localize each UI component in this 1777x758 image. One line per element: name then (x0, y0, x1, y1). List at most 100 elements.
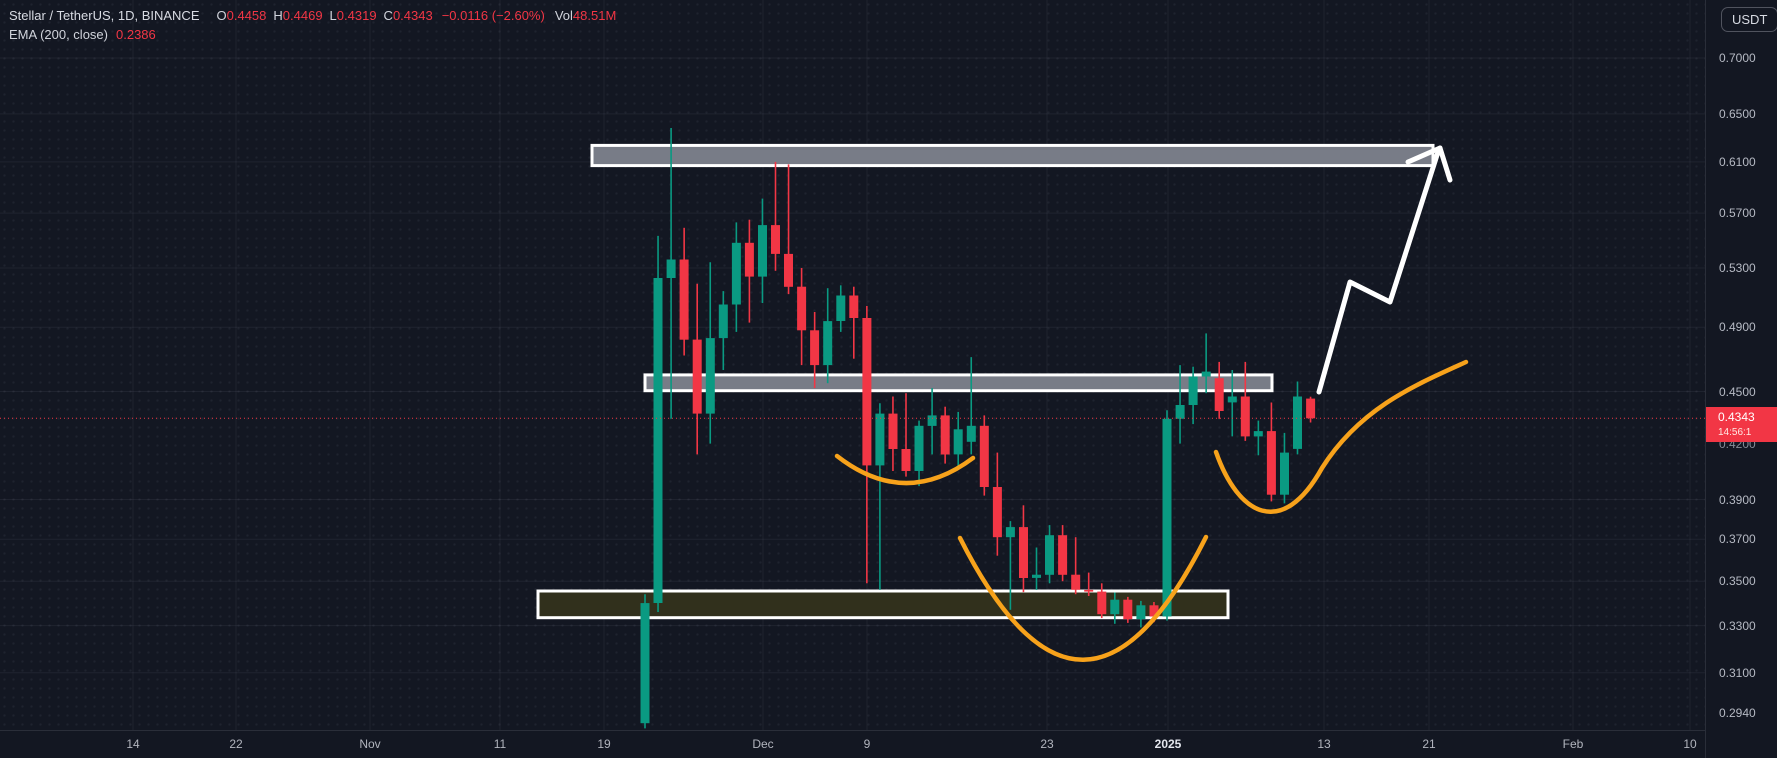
symbol-title[interactable]: Stellar / TetherUS, 1D, BINANCE (9, 8, 200, 23)
legend-row-main: Stellar / TetherUS, 1D, BINANCE O0.4458 H0… (9, 7, 616, 24)
legend-ohlc: O0.4458 H0.4469 L0.4319 C0.4343 (210, 8, 433, 23)
price-tick-label: 0.2940 (1719, 705, 1756, 720)
candle (875, 403, 885, 590)
cup-curve-3[interactable] (1213, 359, 1469, 514)
candle-body (1227, 396, 1237, 403)
candle (718, 291, 728, 370)
arrow-head (1405, 145, 1443, 165)
currency-toggle-button[interactable]: USDT (1721, 7, 1777, 32)
ohlc-letter: C (383, 8, 393, 23)
price-tick-label: 0.6500 (1719, 106, 1756, 121)
candle-body (1005, 527, 1015, 538)
candle-body (1019, 527, 1028, 578)
candle-body (927, 415, 937, 426)
price-tick-label: 0.3500 (1719, 574, 1756, 589)
candle (1019, 505, 1028, 593)
candle (1293, 381, 1302, 455)
candle (849, 286, 859, 359)
candle (966, 357, 976, 455)
candle-body (758, 225, 767, 277)
candle-body (1188, 376, 1198, 405)
price-tick-label: 0.3700 (1719, 532, 1756, 547)
candle (927, 388, 937, 455)
time-tick-label: 2025 (1154, 737, 1182, 751)
candle-body (666, 259, 676, 278)
candle (731, 222, 741, 332)
cup-curve-2[interactable] (957, 534, 1209, 662)
volume-value: 48.51M (572, 8, 617, 23)
candle (940, 406, 950, 464)
candle (1188, 366, 1198, 425)
time-tick-label: 14 (126, 737, 140, 751)
candle-body (875, 413, 885, 466)
price-tick-label: 0.3100 (1719, 665, 1756, 680)
candle (1214, 361, 1224, 419)
candle-body (1266, 431, 1276, 495)
candle (1045, 525, 1054, 584)
time-tick-label: Feb (1562, 737, 1584, 751)
candle-body (1306, 398, 1316, 419)
candle (705, 262, 715, 444)
candle (1123, 596, 1133, 623)
legend-change: −0.0116 (−2.60%) (441, 8, 545, 23)
candle-body (771, 225, 780, 254)
time-tick-label: 19 (597, 737, 611, 751)
candle-body (992, 487, 1002, 538)
volume-label: Vol (554, 8, 573, 23)
candle (1266, 402, 1276, 502)
candle (914, 420, 924, 487)
time-tick-label: 13 (1317, 737, 1331, 751)
candle-body (640, 603, 650, 724)
candle-body (1201, 371, 1211, 377)
candle (1058, 525, 1068, 582)
time-tick-label: Nov (359, 737, 381, 751)
candle-body (718, 304, 728, 339)
candle-body (1214, 378, 1224, 411)
countdown-timer: 14:56:1 (1718, 426, 1752, 438)
ohlc-value: 0.4469 (282, 8, 323, 23)
price-axis[interactable]: USDT 0.7000 0.6500 0.6100 0.5700 0.5300 0.490… (1705, 0, 1777, 758)
ohlc-letter: L (329, 8, 337, 23)
cup-curve-1[interactable] (834, 453, 976, 486)
last-price-badge[interactable]: 0.4343 14:56:1 (1706, 406, 1777, 442)
price-tick-label: 0.5700 (1719, 206, 1756, 221)
candle (1201, 333, 1211, 394)
time-tick-label: 11 (493, 737, 507, 751)
candle-body (940, 415, 950, 455)
candle (979, 415, 989, 496)
candle-body (784, 253, 793, 287)
candle (758, 198, 767, 303)
price-tick-label: 0.4500 (1719, 384, 1756, 399)
candle-body (1110, 599, 1120, 615)
price-tick-label: 0.4900 (1719, 320, 1756, 335)
candle (1162, 410, 1172, 621)
candle (888, 396, 898, 471)
candle (836, 285, 846, 332)
price-tick-label: 0.5300 (1719, 261, 1756, 275)
legend-row-ema: EMA (200, close) 0.2386 (9, 26, 616, 43)
zone-resistance-upper[interactable] (590, 143, 1435, 168)
candle-body (1175, 405, 1185, 419)
candle (1110, 592, 1120, 624)
ema-label[interactable]: EMA (200, close) (9, 27, 108, 42)
ohlc-value: 0.4319 (336, 8, 377, 23)
candle-body (1123, 599, 1133, 620)
candle-body (1293, 396, 1302, 449)
arrow-head (1437, 145, 1453, 183)
candle-body (1253, 431, 1263, 437)
price-tick-label: 0.6100 (1719, 154, 1756, 169)
candle (1280, 432, 1289, 504)
candle-body (1240, 396, 1250, 437)
candle (744, 219, 754, 323)
candle (823, 288, 833, 384)
price-tick-label: 0.7000 (1719, 51, 1756, 65)
candle (653, 235, 663, 612)
zone-resistance-mid[interactable] (643, 373, 1274, 393)
time-tick-label: 23 (1040, 737, 1054, 751)
candle (953, 411, 963, 468)
candle-body (653, 278, 663, 603)
breakout-arrow[interactable] (1316, 145, 1453, 395)
time-axis[interactable]: 14 22 Nov 11 19 Dec 9 23 2025 13 21 Feb 10 (0, 730, 1777, 758)
